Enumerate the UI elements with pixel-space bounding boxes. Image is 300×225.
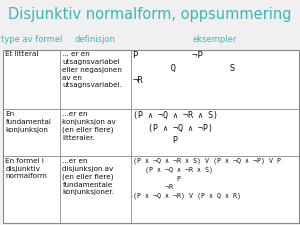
Text: ...er en
konjunksjon av
(en eller flere)
litteraler.: ...er en konjunksjon av (en eller flere)…	[62, 111, 116, 141]
Text: En formel i
disjunktiv
normalform: En formel i disjunktiv normalform	[5, 158, 47, 179]
Text: eksempler: eksempler	[192, 35, 237, 44]
Text: En
fundamental
konjunksjon: En fundamental konjunksjon	[5, 111, 51, 133]
Text: (P ∧ ¬Q ∧ ¬R ∧ S)
   (P ∧ ¬Q ∧ ¬P)
        P: (P ∧ ¬Q ∧ ¬R ∧ S) (P ∧ ¬Q ∧ ¬P) P	[133, 111, 218, 145]
Text: Disjunktiv normalform, oppsummering: Disjunktiv normalform, oppsummering	[8, 7, 292, 22]
Text: (P ∧ ¬Q ∧ ¬R ∧ S) V (P ∧ ¬Q ∧ ¬P) V P
   (P ∧ ¬Q ∧ ¬R ∧ S)
           P
        : (P ∧ ¬Q ∧ ¬R ∧ S) V (P ∧ ¬Q ∧ ¬P) V P (P…	[133, 158, 281, 199]
Text: P          ¬P
       Q          S
¬R: P ¬P Q S ¬R	[133, 51, 235, 85]
Text: ... er en
utsagnsvariabel
eller negasjonen
av en
utsagnsvariabel.: ... er en utsagnsvariabel eller negasjon…	[62, 51, 122, 88]
Text: definisjon: definisjon	[75, 35, 116, 44]
Text: ...er en
disjunksjon av
(en eller flere)
fundamentale
konjunksjoner.: ...er en disjunksjon av (en eller flere)…	[62, 158, 114, 195]
Bar	[3, 50, 298, 223]
Text: Et litteral: Et litteral	[5, 51, 39, 57]
Text: type av formel: type av formel	[1, 35, 62, 44]
